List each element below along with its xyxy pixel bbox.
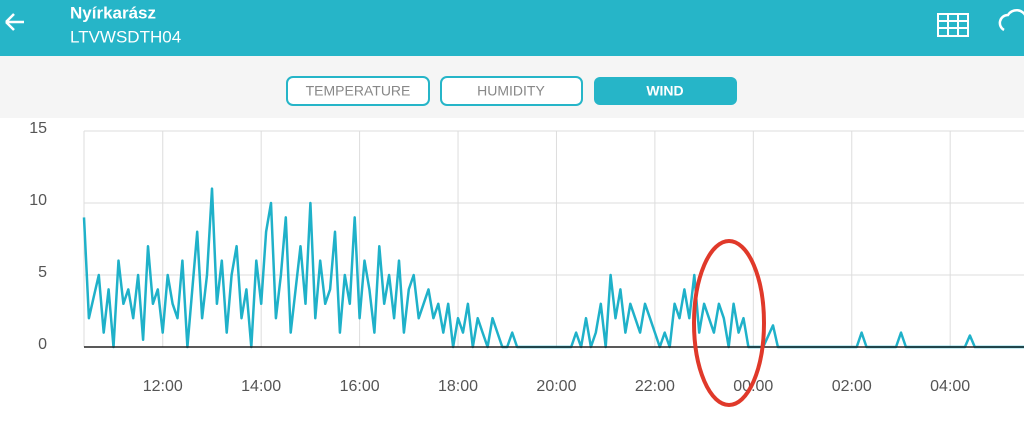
y-tick-label: 15 — [29, 120, 47, 137]
tab-humidity[interactable] — [440, 76, 583, 106]
x-tick-label: 16:00 — [340, 378, 380, 395]
x-tick-label: 22:00 — [635, 378, 675, 395]
tab-label: WIND — [646, 83, 683, 99]
x-tick-label: 02:00 — [832, 378, 872, 395]
tab-label: HUMIDITY — [477, 83, 545, 99]
app-bar — [0, 0, 1024, 56]
x-tick-label: 04:00 — [930, 378, 970, 395]
table-button[interactable] — [937, 13, 969, 37]
x-tick-label: 00:00 — [733, 378, 773, 395]
y-tick-label: 5 — [38, 264, 47, 281]
tab-wind[interactable] — [594, 77, 737, 105]
tab-label: TEMPERATURE — [306, 83, 411, 99]
y-tick-label: 10 — [29, 192, 47, 209]
wind-line — [82, 187, 1024, 349]
x-tick-label: 12:00 — [143, 378, 183, 395]
x-tick-label: 20:00 — [536, 378, 576, 395]
download-button[interactable] — [998, 8, 1024, 32]
annotation-ellipse — [692, 239, 766, 407]
plot: 0 5 10 15 12:00 14:00 16:00 18:00 20:00 22:00 00:0… — [29, 120, 1024, 395]
y-tick-label: 0 — [38, 336, 47, 353]
tab-temperature[interactable] — [286, 76, 430, 106]
back-button[interactable] — [5, 13, 24, 31]
x-tick-label: 14:00 — [241, 378, 281, 395]
station-id: LTVWSDTH04 — [70, 27, 181, 46]
x-tick-label: 18:00 — [438, 378, 478, 395]
station-name: Nyírkarász — [70, 3, 156, 22]
